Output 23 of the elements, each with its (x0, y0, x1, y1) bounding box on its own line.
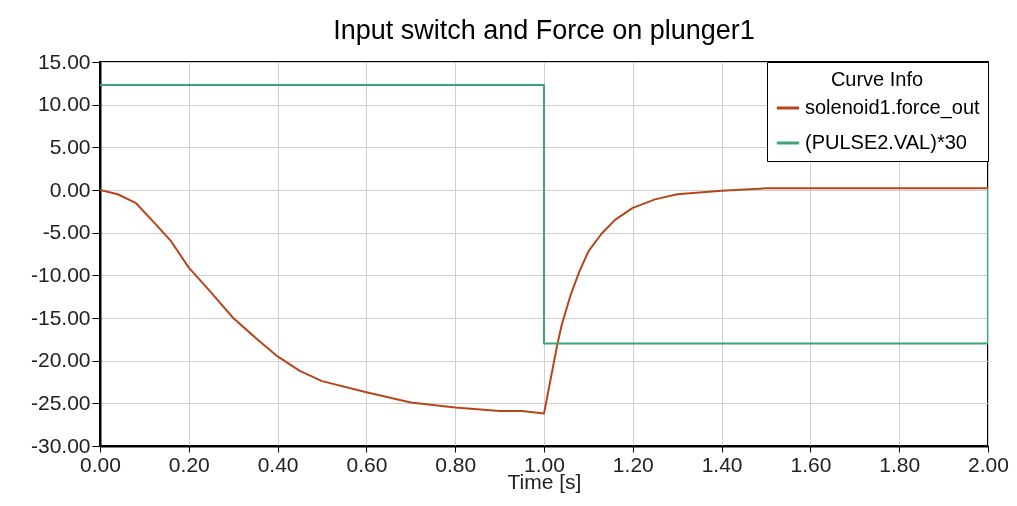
y-tick-label: -20.00 (30, 348, 91, 372)
x-tick-label: 0.80 (435, 452, 477, 476)
legend-label: solenoid1.force_out (805, 96, 981, 119)
x-tick-label: 1.60 (790, 452, 832, 476)
legend-title: Curve Info (830, 68, 924, 90)
x-tick-label: 0.40 (257, 452, 299, 476)
line-series (100, 187, 988, 415)
x-tick-label: 1.80 (879, 452, 921, 476)
chart-title: Input switch and Force on plunger1 (333, 15, 755, 45)
x-tick-label: 1.40 (701, 452, 743, 476)
y-tick-label: 0.00 (49, 177, 91, 201)
y-tick-label: -15.00 (30, 305, 91, 329)
x-tick-label: 2.00 (968, 452, 1009, 476)
x-tick-label: 0.60 (346, 452, 388, 476)
y-tick-label: -10.00 (30, 262, 91, 286)
legend-label: (PULSE2.VAL)*30 (805, 131, 967, 153)
y-tick-label: -25.00 (30, 390, 91, 414)
y-tick-label: 15.00 (37, 49, 91, 73)
y-tick-label: 10.00 (37, 92, 91, 116)
x-tick-label: 1.20 (612, 452, 654, 476)
y-tick-label: 5.00 (49, 134, 91, 158)
x-tick-label: 0.20 (168, 452, 210, 476)
y-tick-label: -5.00 (42, 220, 91, 244)
